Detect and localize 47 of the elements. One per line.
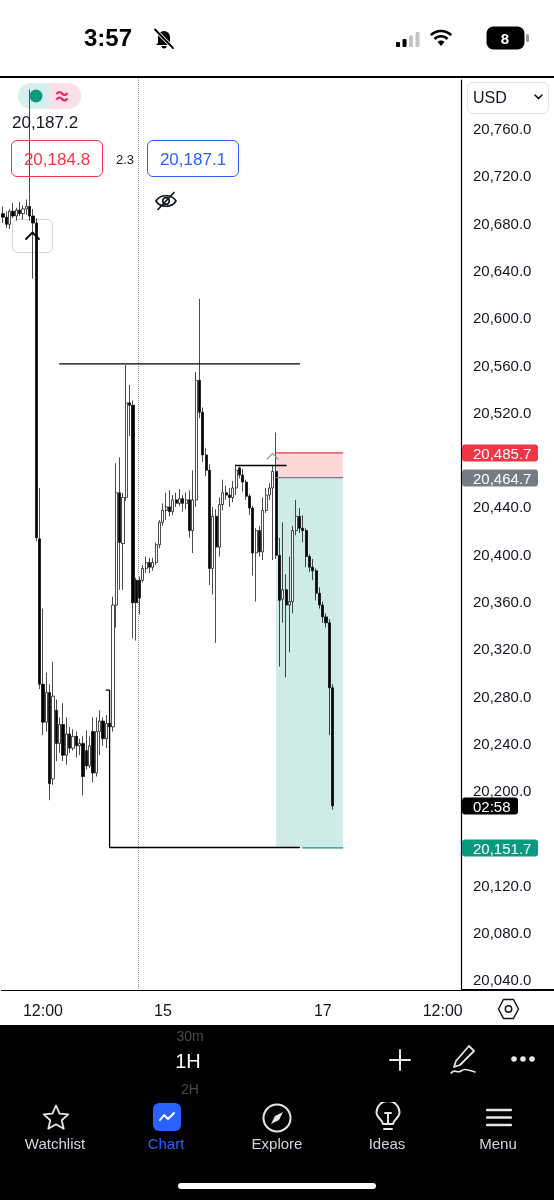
y-tick-label: 20,560.0: [473, 356, 532, 374]
y-tick-label: 20,680.0: [473, 214, 532, 232]
y-tick-label: 20,440.0: [473, 498, 532, 516]
candlestick: [168, 490, 171, 517]
y-tick-label: 20,200.0: [473, 782, 532, 800]
y-tick-label: 20,320.0: [473, 640, 532, 658]
annotation: 2.3: [115, 151, 135, 167]
x-tick-label: 12:00: [22, 1001, 64, 1019]
y-tick-label: 20,640.0: [473, 261, 532, 279]
text: 20,464.7: [462, 469, 539, 487]
text: 02:58: [462, 797, 518, 815]
candlestick: [148, 557, 151, 574]
x-tick-label: 17: [313, 1001, 332, 1019]
x-tick-label: 12:00: [422, 1001, 463, 1019]
candlestick: [171, 494, 174, 516]
candlestick: [18, 201, 21, 217]
text: Watchlist: [24, 1134, 86, 1152]
y-tick-label: 20,520.0: [473, 403, 532, 421]
text: Chart: [147, 1134, 185, 1152]
text: 20,151.7: [462, 839, 539, 857]
y-tick-label: 20,720.0: [473, 167, 532, 185]
y-tick-label: 20,120.0: [473, 876, 532, 894]
candlestick: [91, 717, 95, 783]
text: USD: [473, 89, 507, 106]
text: Explore: [251, 1134, 303, 1152]
y-tick-label: 20,400.0: [473, 545, 532, 563]
y-tick-label: 20,040.0: [473, 971, 532, 989]
x-tick-label: 15: [153, 1001, 172, 1019]
candlestick: [61, 702, 65, 762]
candlestick: [1, 206, 5, 224]
y-tick-label: 20,760.0: [473, 119, 532, 137]
text: 1H: [175, 1050, 201, 1072]
text: Ideas: [368, 1134, 406, 1152]
y-tick-label: 20,360.0: [473, 593, 532, 611]
text: 20,485.7: [462, 444, 539, 462]
candlestick: [5, 210, 8, 229]
y-tick-label: 20,240.0: [473, 734, 532, 752]
text: 30m: [176, 1028, 204, 1044]
y-tick-label: 20,080.0: [473, 924, 532, 942]
y-tick-label: 20,600.0: [473, 309, 532, 327]
text: Menu: [479, 1134, 517, 1152]
candlestick: [75, 731, 78, 758]
text: 8: [500, 29, 510, 47]
y-tick-label: 20,280.0: [473, 687, 532, 705]
text: 2H: [181, 1081, 199, 1097]
annotation: 20,187.1: [159, 149, 227, 168]
text: 3:57: [83, 24, 133, 51]
